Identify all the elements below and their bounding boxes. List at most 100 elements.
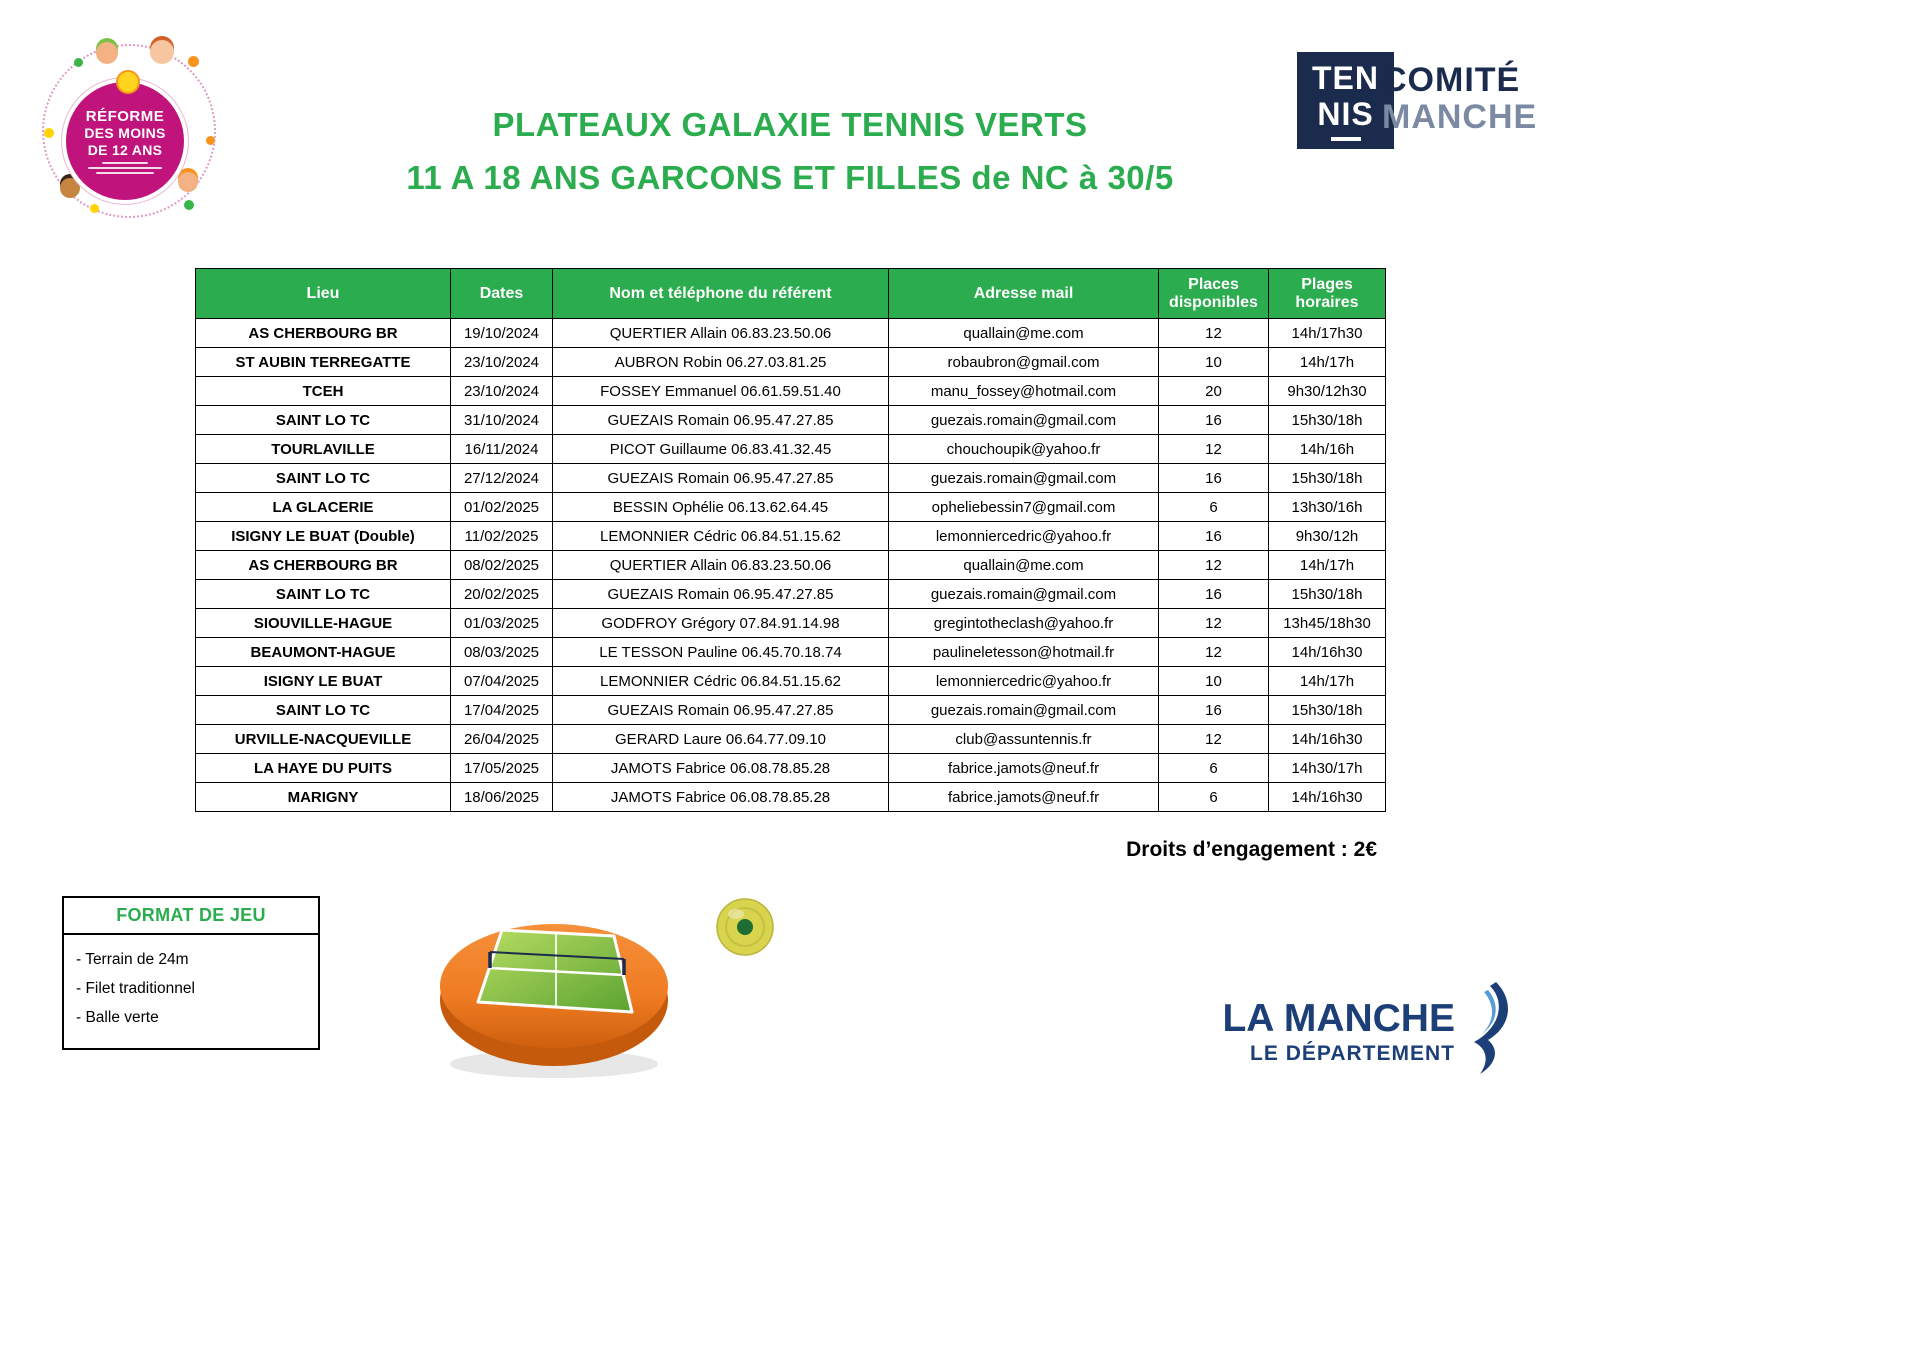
cell-horaires: 14h/17h <box>1268 666 1386 696</box>
cell-lieu: BEAUMONT-HAGUE <box>195 637 451 667</box>
cell-mail: guezais.romain@gmail.com <box>888 695 1159 725</box>
cell-places: 12 <box>1158 724 1269 754</box>
kid-illustration <box>150 40 174 64</box>
cell-places: 12 <box>1158 434 1269 464</box>
cell-lieu: SAINT LO TC <box>195 695 451 725</box>
cell-places: 10 <box>1158 666 1269 696</box>
cell-places: 12 <box>1158 318 1269 348</box>
la-manche-text: LA MANCHE <box>1222 997 1455 1040</box>
cell-dates: 16/11/2024 <box>450 434 553 464</box>
schedule-table-body: AS CHERBOURG BR 19/10/2024 QUERTIER Allain… <box>195 318 1386 812</box>
cell-lieu: SAINT LO TC <box>195 463 451 493</box>
reform-logo-smallprint <box>88 167 162 169</box>
cell-lieu: ST AUBIN TERREGATTE <box>195 347 451 377</box>
tennis-logo-bottom: NIS <box>1317 96 1374 132</box>
cell-referent: GODFROY Grégory 07.84.91.14.98 <box>552 608 889 638</box>
cell-places: 20 <box>1158 376 1269 406</box>
format-item: - Terrain de 24m <box>76 951 189 968</box>
table-row: TCEH 23/10/2024 FOSSEY Emmanuel 06.61.59.5… <box>195 376 1386 406</box>
reform-12ans-logo: RÉFORME DES MOINS DE 12 ANS <box>38 40 220 222</box>
cell-places: 16 <box>1158 695 1269 725</box>
cell-places: 6 <box>1158 492 1269 522</box>
cell-mail: guezais.romain@gmail.com <box>888 463 1159 493</box>
cell-horaires: 14h/17h <box>1268 347 1386 377</box>
cell-mail: lemonniercedric@yahoo.fr <box>888 666 1159 696</box>
cell-mail: guezais.romain@gmail.com <box>888 405 1159 435</box>
cell-lieu: SAINT LO TC <box>195 579 451 609</box>
table-row: ST AUBIN TERREGATTE 23/10/2024 AUBRON Robi… <box>195 347 1386 377</box>
tennis-logo-underline <box>1330 137 1361 141</box>
cell-dates: 08/02/2025 <box>450 550 553 580</box>
cell-referent: GUEZAIS Romain 06.95.47.27.85 <box>552 405 889 435</box>
reform-logo-text: DES MOINS <box>84 125 166 141</box>
schedule-table: Lieu Dates Nom et téléphone du référent … <box>195 268 1386 812</box>
cell-referent: BESSIN Ophélie 06.13.62.64.45 <box>552 492 889 522</box>
reform-logo-smallprint <box>96 172 154 174</box>
cell-horaires: 14h/16h30 <box>1268 724 1386 754</box>
table-row: TOURLAVILLE 16/11/2024 PICOT Guillaume 06.… <box>195 434 1386 464</box>
reform-logo-smallprint <box>102 162 148 164</box>
table-row: LA GLACERIE 01/02/2025 BESSIN Ophélie 06.1… <box>195 492 1386 522</box>
cell-dates: 08/03/2025 <box>450 637 553 667</box>
cell-lieu: ISIGNY LE BUAT (Double) <box>195 521 451 551</box>
cell-mail: quallain@me.com <box>888 550 1159 580</box>
cell-lieu: AS CHERBOURG BR <box>195 318 451 348</box>
cell-lieu: LA GLACERIE <box>195 492 451 522</box>
cell-dates: 01/03/2025 <box>450 608 553 638</box>
cell-referent: GUEZAIS Romain 06.95.47.27.85 <box>552 463 889 493</box>
cell-lieu: LA HAYE DU PUITS <box>195 753 451 783</box>
table-row: SAINT LO TC 27/12/2024 GUEZAIS Romain 06.9… <box>195 463 1386 493</box>
cell-mail: club@assuntennis.fr <box>888 724 1159 754</box>
cell-lieu: URVILLE-NACQUEVILLE <box>195 724 451 754</box>
cell-referent: AUBRON Robin 06.27.03.81.25 <box>552 347 889 377</box>
format-box-title: FORMAT DE JEU <box>64 898 318 935</box>
cell-referent: GERARD Laure 06.64.77.09.10 <box>552 724 889 754</box>
cell-places: 16 <box>1158 579 1269 609</box>
kid-illustration <box>60 178 80 198</box>
reform-logo-text: DE 12 ANS <box>87 142 163 158</box>
cell-mail: fabrice.jamots@neuf.fr <box>888 753 1159 783</box>
cell-referent: GUEZAIS Romain 06.95.47.27.85 <box>552 579 889 609</box>
cell-horaires: 9h30/12h30 <box>1268 376 1386 406</box>
cell-dates: 17/05/2025 <box>450 753 553 783</box>
table-row: MARIGNY 18/06/2025 JAMOTS Fabrice 06.08.78… <box>195 782 1386 812</box>
cell-dates: 17/04/2025 <box>450 695 553 725</box>
galaxie-badge-icon <box>116 70 140 94</box>
reform-logo-text: RÉFORME <box>85 108 165 125</box>
col-header-referent: Nom et téléphone du référent <box>552 268 889 319</box>
col-header-lieu: Lieu <box>195 268 451 319</box>
mini-court-image <box>440 924 668 1078</box>
cell-lieu: TCEH <box>195 376 451 406</box>
cell-places: 12 <box>1158 608 1269 638</box>
cell-horaires: 15h30/18h <box>1268 463 1386 493</box>
decor-dot <box>74 58 83 67</box>
cell-dates: 31/10/2024 <box>450 405 553 435</box>
cell-dates: 11/02/2025 <box>450 521 553 551</box>
cell-lieu: MARIGNY <box>195 782 451 812</box>
cell-horaires: 15h30/18h <box>1268 405 1386 435</box>
cell-horaires: 14h/16h <box>1268 434 1386 464</box>
table-row: ISIGNY LE BUAT 07/04/2025 LEMONNIER Cédric… <box>195 666 1386 696</box>
cell-horaires: 14h/17h <box>1268 550 1386 580</box>
cell-referent: QUERTIER Allain 06.83.23.50.06 <box>552 550 889 580</box>
cell-dates: 27/12/2024 <box>450 463 553 493</box>
cell-referent: LEMONNIER Cédric 06.84.51.15.62 <box>552 521 889 551</box>
col-header-dates: Dates <box>450 268 553 319</box>
table-row: URVILLE-NACQUEVILLE 26/04/2025 GERARD Laur… <box>195 724 1386 754</box>
title-line-2: 11 A 18 ANS GARCONS ET FILLES de NC à 30… <box>406 159 1174 196</box>
le-departement-text: LE DÉPARTEMENT <box>1250 1042 1455 1065</box>
kid-illustration <box>96 42 118 64</box>
decor-dot <box>90 204 99 213</box>
cell-mail: guezais.romain@gmail.com <box>888 579 1159 609</box>
cell-referent: QUERTIER Allain 06.83.23.50.06 <box>552 318 889 348</box>
table-row: LA HAYE DU PUITS 17/05/2025 JAMOTS Fabrice… <box>195 753 1386 783</box>
decor-dot <box>206 136 215 145</box>
table-row: BEAUMONT-HAGUE 08/03/2025 LE TESSON Paulin… <box>195 637 1386 667</box>
table-row: SAINT LO TC 20/02/2025 GUEZAIS Romain 06.9… <box>195 579 1386 609</box>
cell-referent: LE TESSON Pauline 06.45.70.18.74 <box>552 637 889 667</box>
cell-dates: 18/06/2025 <box>450 782 553 812</box>
cell-dates: 07/04/2025 <box>450 666 553 696</box>
cell-referent: JAMOTS Fabrice 06.08.78.85.28 <box>552 782 889 812</box>
cell-mail: paulineletesson@hotmail.fr <box>888 637 1159 667</box>
